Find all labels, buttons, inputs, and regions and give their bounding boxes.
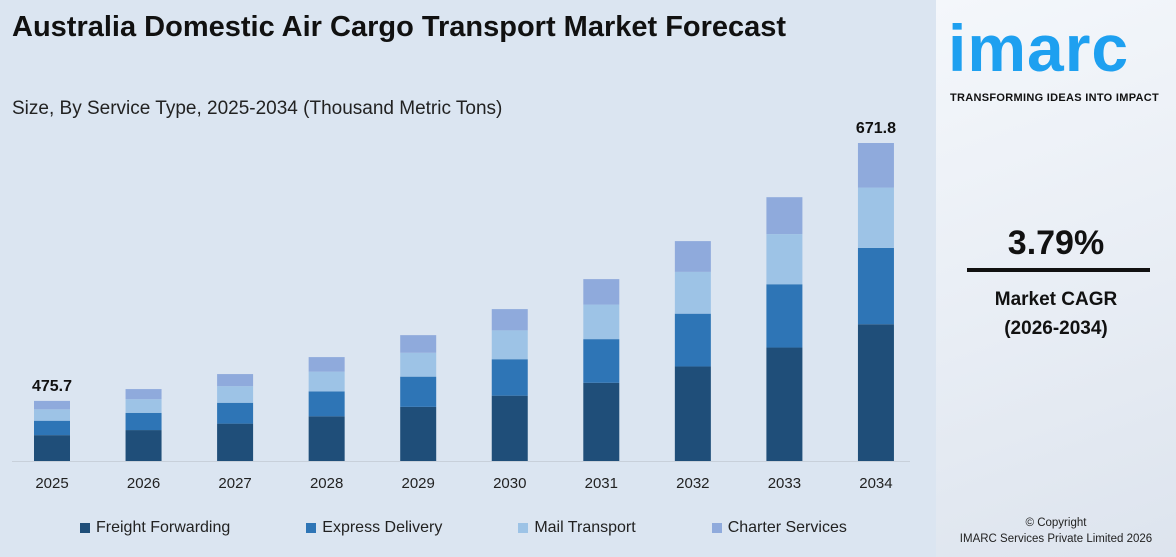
legend-item: Express Delivery xyxy=(306,519,442,537)
bar-segment-mail-transport-2033 xyxy=(766,234,803,285)
bar-segment-express-delivery-2029 xyxy=(400,376,437,407)
bar-segment-charter-services-2029 xyxy=(400,335,437,353)
bar-segment-mail-transport-2029 xyxy=(400,352,437,377)
bar-segment-express-delivery-2032 xyxy=(674,313,711,367)
legend-swatch xyxy=(711,523,722,533)
bar-segment-express-delivery-2034 xyxy=(857,247,894,325)
legend-label: Charter Services xyxy=(727,519,847,536)
bar-segment-express-delivery-2030 xyxy=(491,359,528,396)
bar-segment-express-delivery-2026 xyxy=(125,412,162,431)
legend-item: Charter Services xyxy=(711,519,847,537)
bar-segment-charter-services-2026 xyxy=(125,389,162,400)
chart-subtitle: Size, By Service Type, 2025-2034 (Thousa… xyxy=(12,98,503,119)
legend-label: Freight Forwarding xyxy=(96,519,231,536)
bar-segment-mail-transport-2034 xyxy=(857,187,894,248)
bar-segment-charter-services-2027 xyxy=(217,374,254,387)
bar-segment-charter-services-2028 xyxy=(308,357,345,372)
bar-segment-express-delivery-2033 xyxy=(766,284,803,348)
x-tick-label: 2030 xyxy=(493,475,526,492)
divider xyxy=(967,268,1150,272)
bar-segment-mail-transport-2032 xyxy=(674,271,711,314)
legend-label: Express Delivery xyxy=(322,519,443,536)
x-tick-label: 2025 xyxy=(35,475,68,492)
data-label: 671.8 xyxy=(856,120,896,137)
cagr-value: 3.79% xyxy=(1007,224,1105,262)
legend: Freight Forwarding Express Delivery Mail T… xyxy=(80,519,923,537)
x-tick-label: 2028 xyxy=(310,475,343,492)
legend-item: Mail Transport xyxy=(518,519,636,537)
legend-swatch xyxy=(518,523,529,533)
bar-segment-freight-forwarding-2027 xyxy=(217,423,254,461)
bar-segment-freight-forwarding-2026 xyxy=(125,430,162,461)
bar-segment-charter-services-2031 xyxy=(583,279,620,305)
x-tick-label: 2029 xyxy=(402,475,435,492)
bar-segment-express-delivery-2025 xyxy=(34,420,70,436)
bar-segment-mail-transport-2025 xyxy=(34,409,70,421)
legend-item: Freight Forwarding xyxy=(80,519,230,537)
cagr-label: Market CAGR (2026-2034) xyxy=(936,285,1176,343)
bar-segment-mail-transport-2031 xyxy=(583,304,620,340)
bar-segment-freight-forwarding-2029 xyxy=(400,406,437,461)
x-tick-label: 2031 xyxy=(585,475,618,492)
copyright-company: IMARC Services Private Limited 2026 xyxy=(959,533,1153,545)
info-panel: imarc TRANSFORMING IDEAS INTO IMPACT 3.7… xyxy=(936,0,1176,557)
bar-segment-charter-services-2033 xyxy=(766,197,803,235)
bar-segment-mail-transport-2028 xyxy=(308,371,345,392)
bar-segment-freight-forwarding-2025 xyxy=(34,435,70,461)
bar-segment-charter-services-2030 xyxy=(491,309,528,331)
bar-segment-express-delivery-2028 xyxy=(308,391,345,417)
bar-segment-freight-forwarding-2033 xyxy=(766,347,803,461)
x-tick-label: 2032 xyxy=(676,475,709,492)
bar-segment-freight-forwarding-2032 xyxy=(674,366,711,461)
bar-segment-freight-forwarding-2030 xyxy=(491,395,528,461)
bar-segment-express-delivery-2027 xyxy=(217,402,254,424)
logo-tagline: TRANSFORMING IDEAS INTO IMPACT xyxy=(950,92,1160,104)
legend-label: Mail Transport xyxy=(534,519,636,536)
bar-segment-charter-services-2034 xyxy=(857,143,894,188)
stacked-bar-chart: 2025 475.7 2026 2027 2028 2029 2030 2031 2032 203… xyxy=(12,120,910,492)
x-tick-label: 2027 xyxy=(218,475,251,492)
bar-segment-freight-forwarding-2031 xyxy=(583,382,620,461)
bar-segment-charter-services-2025 xyxy=(34,400,70,410)
bar-segment-freight-forwarding-2034 xyxy=(857,324,894,461)
bar-segment-mail-transport-2030 xyxy=(491,330,528,360)
copyright-label: © Copyright xyxy=(1025,517,1087,529)
x-tick-label: 2034 xyxy=(859,475,892,492)
chart-panel: Australia Domestic Air Cargo Transport M… xyxy=(12,11,923,537)
chart-title: Australia Domestic Air Cargo Transport M… xyxy=(12,11,787,43)
bar-segment-mail-transport-2026 xyxy=(125,399,162,413)
legend-swatch xyxy=(80,523,90,533)
cagr-period: (2026-2034) xyxy=(1004,318,1108,339)
bar-segment-mail-transport-2027 xyxy=(217,386,254,403)
bar-segment-freight-forwarding-2028 xyxy=(308,416,345,461)
x-tick-label: 2033 xyxy=(768,475,801,492)
cagr-label-text: Market CAGR xyxy=(994,289,1118,310)
x-tick-label: 2026 xyxy=(127,475,160,492)
bar-segment-charter-services-2032 xyxy=(674,241,711,272)
legend-swatch xyxy=(306,523,317,533)
imarc-logo: imarc xyxy=(948,11,1130,85)
copyright: © Copyright IMARC Services Private Limit… xyxy=(936,515,1176,547)
data-label: 475.7 xyxy=(32,378,72,395)
bar-segment-express-delivery-2031 xyxy=(583,339,620,383)
